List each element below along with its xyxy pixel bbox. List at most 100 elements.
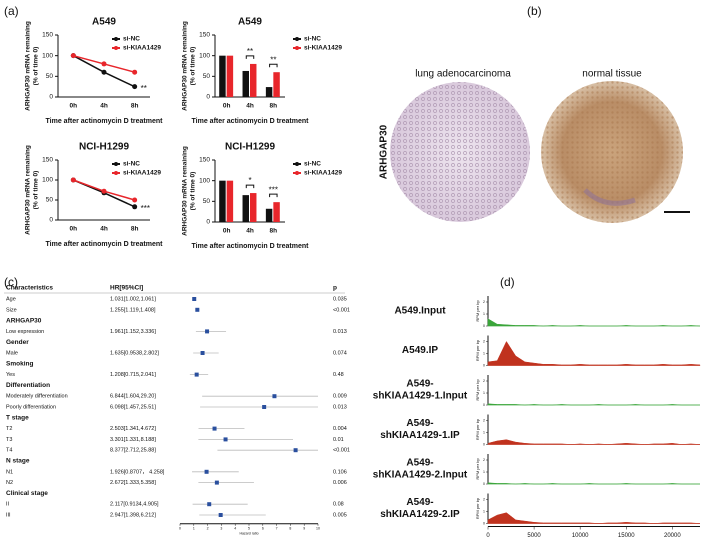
point <box>132 69 138 75</box>
y-tick-label: 2 <box>483 379 485 383</box>
track-name: shKIAA1429-1.IP <box>380 430 460 441</box>
y-axis-label: ARHGAP30 mRNA remaining <box>25 145 32 235</box>
y-tick-label: 0 <box>483 363 485 367</box>
x-tick-label: 0h <box>223 103 231 110</box>
annotation: ** <box>247 47 253 56</box>
legend-label: si-KIAA1429 <box>123 45 161 52</box>
coverage-area <box>487 318 701 327</box>
y-axis-label: RPM per bp <box>475 339 480 361</box>
y-axis-label: RPM per bp <box>475 300 480 322</box>
hr-label: 8.377[2.712,25.88] <box>110 448 156 454</box>
point <box>101 61 107 67</box>
characteristic: T4 <box>6 448 12 454</box>
y-tick-label: 50 <box>46 73 54 80</box>
y-axis-label: (% of time 0) <box>190 47 197 86</box>
x-tick-label: 0 <box>179 527 181 531</box>
y-tick-label: 2 <box>483 300 485 304</box>
x-tick-label: 0 <box>486 533 490 539</box>
hr-point <box>195 307 200 312</box>
p-value: 0.035 <box>333 296 347 302</box>
characteristic: T3 <box>6 437 12 443</box>
x-tick-label: 15000 <box>618 533 635 539</box>
hr-label: 2.117[0.9134,4.905] <box>110 502 159 508</box>
characteristic: Yes <box>6 372 15 378</box>
hr-point <box>223 437 228 442</box>
y-tick-label: 0 <box>206 219 210 226</box>
bracket <box>245 55 255 59</box>
bar <box>265 208 273 222</box>
panel-label: (d) <box>500 275 515 289</box>
track-name: A549- <box>406 418 433 429</box>
y-axis-label: RPM per bp <box>475 497 480 519</box>
coverage-area <box>487 482 700 485</box>
x-tick-label: 8 <box>289 527 291 531</box>
hr-point <box>214 480 219 485</box>
characteristic: Differentiation <box>6 382 50 389</box>
x-tick-label: 1 <box>193 527 195 531</box>
p-value: <0.001 <box>333 448 350 454</box>
x-tick-label: 4 <box>234 527 236 531</box>
tissue-texture <box>390 82 530 222</box>
panel-label: (a) <box>4 4 19 18</box>
hr-label: 1.208[0.715,2.041] <box>110 372 156 378</box>
y-tick-label: 2 <box>483 418 485 422</box>
legend-marker <box>114 37 118 41</box>
x-tick-label: 8h <box>270 228 278 235</box>
characteristic: III <box>6 512 11 518</box>
p-value: 0.08 <box>333 502 344 508</box>
point <box>101 188 107 194</box>
hr-label: 2.947[1.398,6.212] <box>110 512 156 518</box>
characteristic: T2 <box>6 426 12 432</box>
y-tick-label: 150 <box>199 157 210 164</box>
y-tick-label: 50 <box>46 197 54 204</box>
x-tick-label: 4h <box>100 226 108 233</box>
track-name: A549.Input <box>394 306 446 317</box>
hr-point <box>204 469 209 474</box>
coverage-area <box>487 439 701 445</box>
p-value: 0.074 <box>333 350 347 356</box>
bar <box>250 193 257 222</box>
ihc-panel: lung adenocarcinoma normal tissue ARHGAP… <box>379 69 690 223</box>
y-axis-label: (% of time 0) <box>33 47 40 86</box>
x-tick-label: 9 <box>303 527 305 531</box>
bar <box>219 180 226 222</box>
x-tick-label: 8h <box>131 226 139 233</box>
y-axis-label: (% of time 0) <box>33 171 40 210</box>
coverage-area <box>487 340 701 366</box>
annotation: ** <box>270 55 276 64</box>
characteristic: Moderately differentiation <box>6 394 68 400</box>
x-axis-label: Time after actinomycin D treatment <box>192 243 310 250</box>
bracket <box>245 184 255 189</box>
coverage-area <box>487 512 701 524</box>
p-value: 0.004 <box>333 426 347 432</box>
y-tick-label: 0 <box>483 442 485 446</box>
hr-point <box>192 297 197 301</box>
tissue-texture <box>541 81 683 223</box>
x-tick-label: 3 <box>220 527 222 531</box>
y-tick-label: 150 <box>42 157 53 164</box>
track-name: shKIAA1429-2.IP <box>380 509 460 520</box>
ihc-stain: ARHGAP30 <box>379 124 390 179</box>
bar <box>226 180 234 222</box>
bar <box>226 55 234 97</box>
legend-label: si-NC <box>304 161 321 168</box>
bar <box>265 87 273 97</box>
y-tick-label: 1 <box>483 391 485 395</box>
legend-label: si-NC <box>304 36 321 43</box>
y-tick-label: 0 <box>483 482 485 486</box>
x-axis-label: Time after actinomycin D treatment <box>46 241 164 248</box>
point <box>70 53 76 59</box>
bracket <box>269 63 278 68</box>
legend-marker <box>295 37 299 41</box>
y-tick-label: 50 <box>203 73 211 80</box>
y-tick-label: 2 <box>483 497 485 501</box>
y-tick-label: 150 <box>42 32 53 39</box>
p-value: <0.001 <box>333 307 350 313</box>
bar <box>242 70 249 97</box>
legend-marker <box>295 162 299 166</box>
characteristic: N1 <box>6 469 13 475</box>
y-tick-label: 1 <box>483 312 485 316</box>
y-tick-label: 0 <box>206 94 210 101</box>
y-tick-label: 0 <box>483 403 485 407</box>
y-tick-label: 1 <box>483 470 485 474</box>
